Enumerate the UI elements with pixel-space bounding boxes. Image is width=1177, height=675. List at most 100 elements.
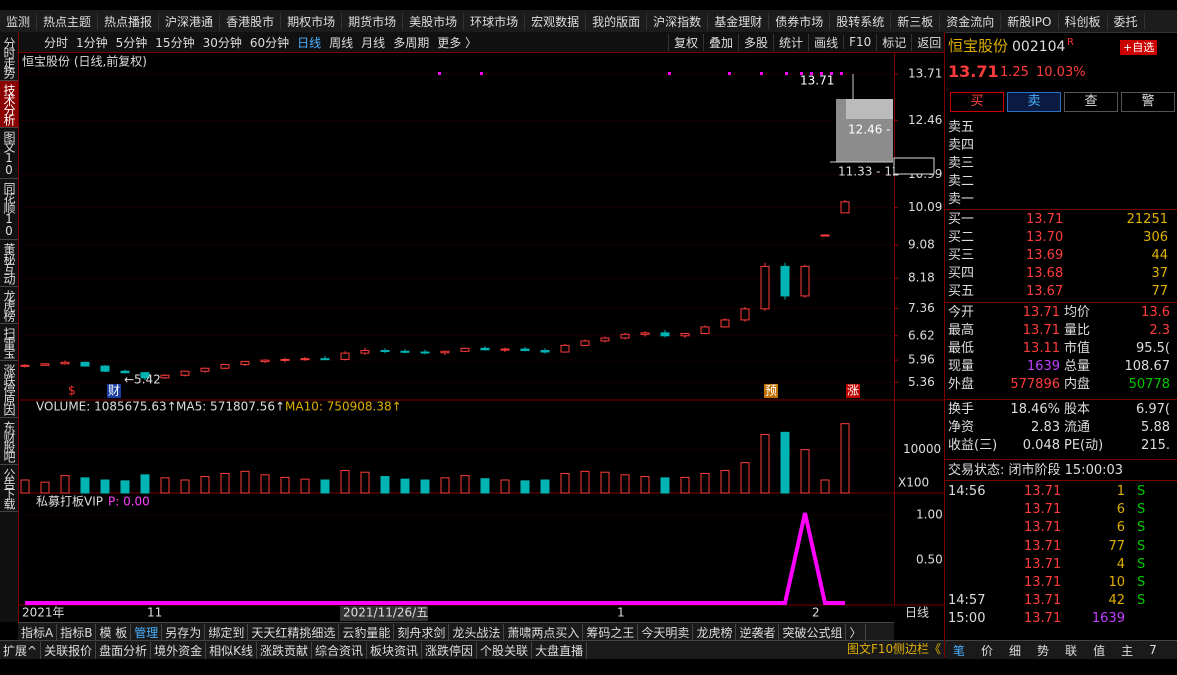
quote-tab[interactable]: 7 <box>1149 643 1157 657</box>
formula-tab[interactable]: 指标B <box>57 623 97 641</box>
formula-tab[interactable]: 龙头战法 <box>449 623 505 641</box>
stat-value: 5.88 <box>1141 420 1170 435</box>
candle-body <box>660 332 670 337</box>
status-tab[interactable]: 板块资讯 <box>367 641 423 659</box>
status-tab[interactable]: 涨跌贡献 <box>257 641 312 659</box>
trade-button[interactable]: 卖 <box>1007 92 1061 112</box>
tick-volume: 42 <box>1108 593 1125 609</box>
period-button[interactable]: 多周期 <box>393 35 430 50</box>
period-button[interactable]: 5分钟 <box>115 35 148 50</box>
period-button[interactable]: 日线 <box>297 35 322 50</box>
quote-tab[interactable]: 势 <box>1037 643 1050 658</box>
status-tab[interactable]: 境外资金 <box>151 641 207 659</box>
period-button[interactable]: 15分钟 <box>155 35 195 50</box>
period-button[interactable]: 1分钟 <box>76 35 108 50</box>
event-box <box>764 384 778 398</box>
status-tab[interactable]: 关联报价 <box>41 641 97 659</box>
formula-tab[interactable]: 管理 <box>131 623 163 641</box>
menu-item[interactable]: 资金流向 <box>940 12 1002 30</box>
tool-button[interactable]: 画线 <box>808 33 843 51</box>
trade-button[interactable]: 查 <box>1064 92 1118 112</box>
status-tab[interactable]: 盘面分析 <box>96 641 152 659</box>
tool-button[interactable]: 返回 <box>911 33 946 51</box>
formula-tab[interactable]: 龙虎榜 <box>693 623 737 641</box>
status-tab[interactable]: 扩展^ <box>0 641 42 659</box>
formula-tabs: 指标A 指标B 模 板管理 另存为 绑定到 天天红精挑细选 云豹量能 刻舟求剑 龙头战法 萧啸两点… <box>18 622 894 641</box>
menu-item[interactable]: 监测 <box>0 12 38 30</box>
period-button[interactable]: 月线 <box>361 35 386 50</box>
menu-item[interactable]: 新三板 <box>891 12 941 30</box>
menu-item[interactable]: 宏观数据 <box>525 12 587 30</box>
menu-item[interactable]: 期权市场 <box>281 12 343 30</box>
period-button[interactable]: 30分钟 <box>202 35 242 50</box>
quote-tab[interactable]: 联 <box>1065 643 1078 658</box>
y-tick-label: 10.09 <box>908 200 942 214</box>
period-button[interactable]: 分时 <box>44 35 69 50</box>
formula-tab[interactable]: 筹码之王 <box>583 623 639 641</box>
quote-tab[interactable]: 笔 <box>953 643 966 658</box>
side-tab[interactable]: 公告下载 <box>0 465 18 512</box>
stat-value: 13.71 <box>1022 323 1060 338</box>
formula-tab[interactable]: 指标A <box>18 623 58 641</box>
side-tab[interactable]: 东财股吧 <box>0 418 18 465</box>
side-tab[interactable]: 技术分析 <box>0 81 18 128</box>
formula-tab[interactable]: 绑定到 <box>205 623 249 641</box>
menu-item[interactable]: 基金理财 <box>708 12 770 30</box>
side-tab[interactable]: 图文10 <box>0 128 18 179</box>
status-tab[interactable]: 大盘直播 <box>532 641 588 659</box>
quote-tab[interactable]: 主 <box>1121 643 1134 658</box>
quote-tab[interactable]: 价 <box>981 643 994 658</box>
menu-item[interactable]: 香港股市 <box>220 12 282 30</box>
menu-item[interactable]: 期货市场 <box>342 12 404 30</box>
side-tab[interactable]: 龙虎榜 <box>0 287 18 324</box>
menu-item[interactable]: 债券市场 <box>769 12 831 30</box>
formula-tab[interactable]: 逆袭者 <box>736 623 780 641</box>
menu-item[interactable]: 科创板 <box>1059 12 1108 30</box>
tool-button[interactable]: 统计 <box>773 33 808 51</box>
formula-tab[interactable]: 模 板 <box>96 623 132 641</box>
formula-tab[interactable]: 刻舟求剑 <box>394 623 450 641</box>
side-tab[interactable]: 董秘互动 <box>0 240 18 287</box>
menu-item[interactable]: 美股市场 <box>403 12 465 30</box>
tool-button[interactable]: 复权 <box>668 33 703 51</box>
menu-item[interactable]: 我的版面 <box>586 12 648 30</box>
side-tab[interactable]: 涨跌停原因 <box>0 361 18 418</box>
period-button[interactable]: 更多 〉 <box>437 35 478 50</box>
tool-button[interactable]: 多股 <box>738 33 773 51</box>
side-tab[interactable]: 同花顺10 <box>0 179 18 240</box>
formula-tab[interactable]: 〉 <box>846 623 866 641</box>
menu-item[interactable]: 沪深港通 <box>159 12 221 30</box>
formula-tab[interactable]: 另存为 <box>162 623 206 641</box>
tool-button[interactable]: F10 <box>843 35 876 49</box>
menu-item[interactable]: 沪深指数 <box>647 12 709 30</box>
indicator-label: 私募打板VIP <box>36 495 103 509</box>
side-tab[interactable]: 分时走势 <box>0 34 18 81</box>
status-tab[interactable]: 个股关联 <box>477 641 533 659</box>
menu-item[interactable]: 热点主题 <box>37 12 99 30</box>
formula-tab[interactable]: 云豹量能 <box>339 623 395 641</box>
period-button[interactable]: 周线 <box>329 35 354 50</box>
menu-item[interactable]: 热点播报 <box>98 12 160 30</box>
volume-bar <box>420 479 430 494</box>
tool-button[interactable]: 标记 <box>876 33 911 51</box>
side-tab[interactable]: 扫雷宝 <box>0 324 18 361</box>
tool-button[interactable]: 叠加 <box>703 33 738 51</box>
trade-button[interactable]: 警 <box>1121 92 1175 112</box>
formula-tab[interactable]: 突破公式组 <box>779 623 847 641</box>
formula-tab[interactable]: 天天红精挑细选 <box>248 623 340 641</box>
menu-item[interactable]: 股转系统 <box>830 12 892 30</box>
quote-tab[interactable]: 细 <box>1009 643 1022 658</box>
menu-item[interactable]: 委托 <box>1108 12 1145 30</box>
trade-button[interactable]: 买 <box>950 92 1004 112</box>
add-watch[interactable]: +自选 <box>1120 40 1158 55</box>
period-button[interactable]: 60分钟 <box>249 35 290 50</box>
menu-item[interactable]: 环球市场 <box>464 12 526 30</box>
quote-tab[interactable]: 值 <box>1093 643 1106 658</box>
status-tab[interactable]: 涨跌停因 <box>422 641 478 659</box>
status-tab[interactable]: 综合资讯 <box>312 641 368 659</box>
formula-tab[interactable]: 今天明卖 <box>638 623 694 641</box>
status-tab[interactable]: 相似K线 <box>206 641 257 659</box>
formula-tab[interactable]: 萧啸两点买入 <box>504 623 584 641</box>
menu-item[interactable]: 新股IPO <box>1001 12 1059 30</box>
